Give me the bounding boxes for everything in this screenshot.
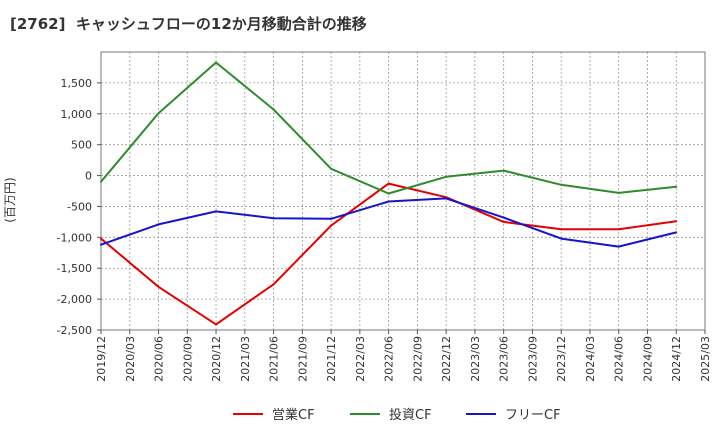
legend-item-operating-cf: 営業CF — [233, 407, 315, 423]
data-point-free-cf — [560, 237, 563, 240]
data-point-free-cf — [387, 200, 390, 203]
x-tick-label: 2023/09 — [526, 336, 539, 382]
data-point-operating-cf — [387, 182, 390, 185]
series-group — [100, 61, 678, 326]
x-tick-label: 2021/06 — [268, 336, 281, 382]
data-point-operating-cf — [502, 220, 505, 223]
grid — [101, 52, 705, 331]
x-tick-label: 2021/09 — [296, 336, 309, 382]
data-point-investing-cf — [445, 175, 448, 178]
x-tick-label: 2023/12 — [555, 336, 568, 382]
data-point-operating-cf — [675, 220, 678, 223]
y-tick-label: -1,000 — [57, 231, 92, 244]
legend-label: 営業CF — [272, 407, 315, 423]
x-tick-label: 2021/03 — [239, 336, 252, 382]
data-point-operating-cf — [157, 285, 160, 288]
chart-title: [2762] キャッシュフローの12か月移動合計の推移 — [10, 15, 367, 33]
y-axis: 1,500 1,000 500 0 -500 -1,000 -1,500 -2,000 -2,5… — [57, 77, 101, 337]
x-tick-label: 2024/06 — [613, 336, 626, 382]
data-point-free-cf — [215, 210, 217, 213]
data-point-free-cf — [502, 216, 505, 219]
x-tick-label: 2020/09 — [181, 336, 194, 382]
data-point-free-cf — [272, 217, 275, 220]
data-point-investing-cf — [502, 169, 505, 172]
data-point-investing-cf — [100, 180, 102, 183]
x-tick-label: 2024/09 — [641, 336, 654, 382]
data-point-free-cf — [157, 223, 160, 226]
x-tick-label: 2021/12 — [325, 336, 338, 382]
x-tick-label: 2025/03 — [699, 336, 712, 382]
data-point-investing-cf — [560, 183, 563, 186]
data-point-investing-cf — [157, 112, 160, 115]
x-tick-label: 2020/03 — [124, 336, 137, 382]
data-point-free-cf — [330, 217, 333, 220]
data-point-free-cf — [445, 197, 448, 200]
data-point-investing-cf — [330, 167, 333, 170]
x-tick-label: 2022/09 — [411, 336, 424, 382]
legend-item-investing-cf: 投資CF — [350, 407, 432, 423]
data-point-operating-cf — [560, 228, 563, 231]
legend-label: 投資CF — [389, 407, 432, 423]
y-tick-label: 1,000 — [61, 108, 93, 121]
x-axis: 2019/12 2020/03 2020/06 2020/09 2020/12 2021/… — [95, 330, 712, 382]
data-point-operating-cf — [272, 283, 275, 286]
x-tick-label: 2023/06 — [498, 336, 511, 382]
x-tick-label: 2024/12 — [670, 336, 683, 382]
data-point-investing-cf — [617, 191, 620, 194]
data-point-investing-cf — [272, 108, 275, 111]
x-tick-label: 2024/03 — [584, 336, 597, 382]
data-point-free-cf — [675, 231, 678, 234]
x-tick-label: 2022/12 — [440, 336, 453, 382]
legend-item-free-cf: フリーCF — [466, 408, 561, 423]
data-point-investing-cf — [387, 192, 390, 195]
x-tick-label: 2023/03 — [469, 336, 482, 382]
y-tick-label: -2,000 — [57, 293, 92, 306]
x-tick-label: 2022/03 — [354, 336, 367, 382]
data-point-investing-cf — [215, 61, 217, 64]
x-tick-label: 2019/12 — [95, 336, 108, 382]
data-point-investing-cf — [675, 185, 678, 188]
legend: 営業CF 投資CF フリーCF — [233, 407, 561, 423]
y-tick-label: -500 — [67, 200, 92, 213]
plot-area — [100, 51, 706, 331]
data-point-operating-cf — [330, 224, 333, 227]
data-point-operating-cf — [100, 237, 102, 240]
data-point-operating-cf — [215, 323, 217, 326]
x-tick-label: 2020/06 — [153, 336, 166, 382]
x-tick-label: 2020/12 — [210, 336, 223, 382]
data-point-free-cf — [100, 243, 102, 246]
legend-label: フリーCF — [505, 408, 561, 423]
y-axis-label: (百万円) — [3, 177, 17, 222]
y-tick-label: 0 — [85, 170, 92, 183]
data-point-operating-cf — [617, 228, 620, 231]
y-tick-label: -1,500 — [57, 262, 92, 275]
x-tick-label: 2022/06 — [383, 336, 396, 382]
y-tick-label: 1,500 — [61, 77, 93, 90]
data-point-free-cf — [617, 245, 620, 248]
y-tick-label: -2,500 — [57, 324, 92, 337]
y-tick-label: 500 — [71, 139, 92, 152]
